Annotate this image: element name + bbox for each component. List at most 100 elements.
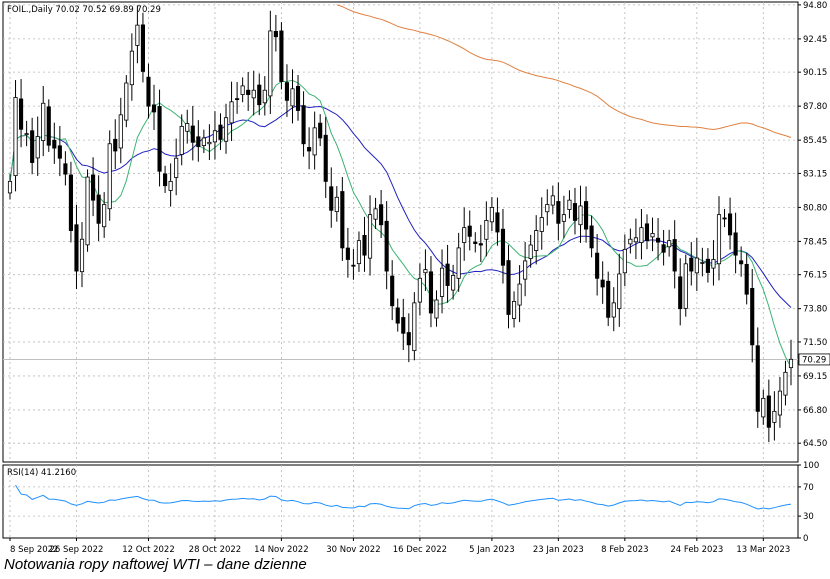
candle-body: [639, 227, 644, 243]
price-tick-label: 69.15: [803, 372, 827, 382]
candle: [124, 75, 129, 128]
x-tick-label: 5 Jan 2023: [469, 545, 515, 555]
candle-body: [456, 247, 461, 279]
candle: [96, 175, 101, 242]
candle-body: [567, 199, 572, 210]
price-tick-label: 94.80: [803, 1, 827, 11]
candle-body: [589, 225, 594, 249]
candle-body: [246, 89, 251, 95]
candle-body: [307, 147, 312, 152]
candle: [506, 245, 511, 329]
candle: [218, 113, 223, 151]
candle: [722, 208, 727, 228]
candle: [639, 208, 644, 260]
candle-body: [683, 263, 688, 309]
candle: [534, 215, 539, 265]
candle: [644, 214, 650, 250]
candle: [694, 237, 699, 292]
candle-body: [595, 252, 600, 279]
candle: [683, 254, 688, 317]
candle-body: [223, 117, 229, 142]
candle: [667, 229, 672, 257]
last-price-label: 70.29: [802, 355, 826, 365]
candle: [212, 111, 218, 160]
candle-body: [766, 395, 771, 428]
price-tick-label: 92.45: [803, 35, 827, 45]
price-tick-label: 73.80: [803, 305, 827, 315]
candle: [473, 232, 478, 253]
candle-body: [334, 196, 339, 213]
candle-body: [628, 238, 633, 245]
rsi-tick-label: 100: [803, 461, 819, 471]
candle: [168, 163, 173, 207]
candle: [63, 151, 68, 186]
candle-body: [600, 279, 605, 288]
candle-body: [284, 82, 290, 101]
candle: [367, 195, 373, 276]
candle: [334, 186, 339, 222]
candle-body: [140, 24, 145, 72]
candle-body: [733, 232, 738, 256]
candle-body: [207, 141, 212, 145]
candle-body: [750, 288, 755, 346]
candle-body: [755, 345, 760, 412]
candle-body: [190, 125, 195, 143]
candle: [373, 197, 378, 230]
rsi-tick-label: 0: [803, 534, 808, 544]
candle: [13, 80, 18, 192]
candle: [567, 190, 572, 219]
candle: [68, 161, 73, 243]
candle-body: [395, 307, 400, 324]
candle-body: [667, 240, 672, 248]
candle-body: [561, 214, 566, 222]
candle: [301, 91, 306, 157]
candle-body: [606, 280, 611, 318]
candle-body: [312, 127, 317, 156]
candle: [484, 201, 489, 257]
candle-body: [295, 85, 301, 111]
candle-body: [91, 174, 96, 201]
ma-short-line: [9, 79, 792, 368]
candle-body: [185, 123, 190, 132]
candle-body: [24, 133, 29, 136]
candle-body: [611, 302, 616, 318]
candle: [650, 217, 655, 252]
last-price-tag-box: [798, 353, 830, 366]
candle: [229, 81, 234, 142]
candle: [157, 89, 162, 187]
candle: [728, 197, 733, 250]
last-price-tag: 70.29: [798, 353, 830, 366]
candle: [583, 186, 589, 243]
price-tick-label: 87.80: [803, 102, 827, 112]
candle-body: [428, 271, 434, 314]
candle-body: [30, 130, 35, 163]
x-tick-label: 8 Feb 2023: [601, 545, 649, 555]
ma-mid-line: [9, 105, 792, 308]
candle: [451, 264, 456, 300]
candle: [395, 298, 400, 332]
candle: [744, 253, 749, 305]
price-panel: FOIL.,Daily 70.02 70.52 69.89 70.29 94.8…: [2, 1, 830, 463]
candle-body: [273, 31, 278, 38]
candle-body: [644, 223, 650, 242]
price-tick-label: 80.80: [803, 203, 827, 213]
candle-body: [35, 136, 40, 159]
candle: [523, 241, 528, 297]
candle: [151, 84, 157, 131]
candle: [46, 99, 51, 152]
candle-body: [473, 241, 478, 244]
candle-body: [777, 390, 782, 416]
candle: [24, 120, 29, 147]
candle: [273, 14, 278, 52]
candle-body: [379, 204, 384, 226]
candle: [74, 204, 79, 290]
candle-body: [251, 89, 256, 99]
candle-body: [716, 214, 722, 265]
rsi-panel-frame: [2, 464, 799, 539]
ma-long-line: [336, 4, 792, 138]
candle: [656, 218, 661, 261]
x-tick-label: 24 Feb 2023: [670, 545, 723, 555]
candle: [539, 197, 544, 250]
candle: [689, 242, 694, 286]
candle-body: [257, 84, 262, 106]
